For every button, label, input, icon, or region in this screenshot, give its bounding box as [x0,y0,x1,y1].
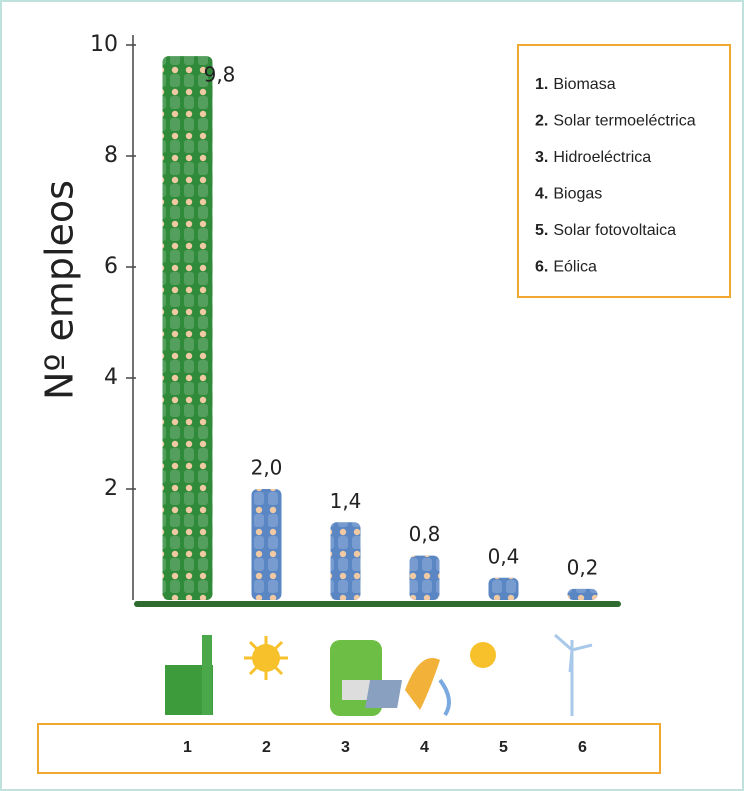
bar-figures [488,577,519,600]
legend-text: Biogas [553,186,602,203]
x-tick-label: 6 [578,739,587,756]
legend-entry: 5. Solar fotovoltaica [535,222,676,239]
y-axis-title: Nº empleos [38,180,82,400]
bar-figures [162,56,213,601]
value-label: 0,8 [409,522,441,546]
bar-figures [409,555,440,600]
legend-entry: 2. Solar termoeléctrica [535,113,696,130]
legend-key: 2. [535,113,548,130]
legend-entry: 1. Biomasa [535,76,616,93]
legend-entry: 4. Biogas [535,186,602,203]
x-tick-label: 4 [420,739,429,756]
x-tick-label: 2 [262,739,271,756]
legend-text: Solar termoeléctrica [553,113,695,130]
legend-entry: 3. Hidroeléctrica [535,149,651,166]
legend-key: 6. [535,259,548,276]
legend-text: Solar fotovoltaica [553,222,676,239]
legend-text: Eólica [553,259,597,276]
y-tick-label: 2 [104,476,118,501]
y-tick-label: 6 [104,254,118,279]
legend-text: Biomasa [553,76,615,93]
y-tick-label: 4 [104,365,118,390]
bar-figures [251,489,282,600]
legend-key: 1. [535,76,548,93]
value-label: 1,4 [330,489,362,513]
value-label: 0,2 [567,555,599,579]
legend-key: 3. [535,149,548,166]
bar-figures [567,588,598,600]
value-label: 2,0 [251,456,283,480]
legend-box [517,44,731,298]
legend-key: 4. [535,186,548,203]
legend-key: 5. [535,222,548,239]
bar-figures [330,522,361,600]
legend-entry: 6. Eólica [535,259,597,276]
value-label: 9,8 [204,63,236,87]
y-tick-label: 8 [104,143,118,168]
x-tick-label: 1 [183,739,192,756]
y-tick-label: 10 [90,32,118,57]
value-label: 0,4 [488,544,520,568]
icons [165,633,593,717]
legend-text: Hidroeléctrica [553,149,651,166]
x-tick-label: 5 [499,739,508,756]
category-box [37,723,661,774]
x-tick-label: 3 [341,739,350,756]
